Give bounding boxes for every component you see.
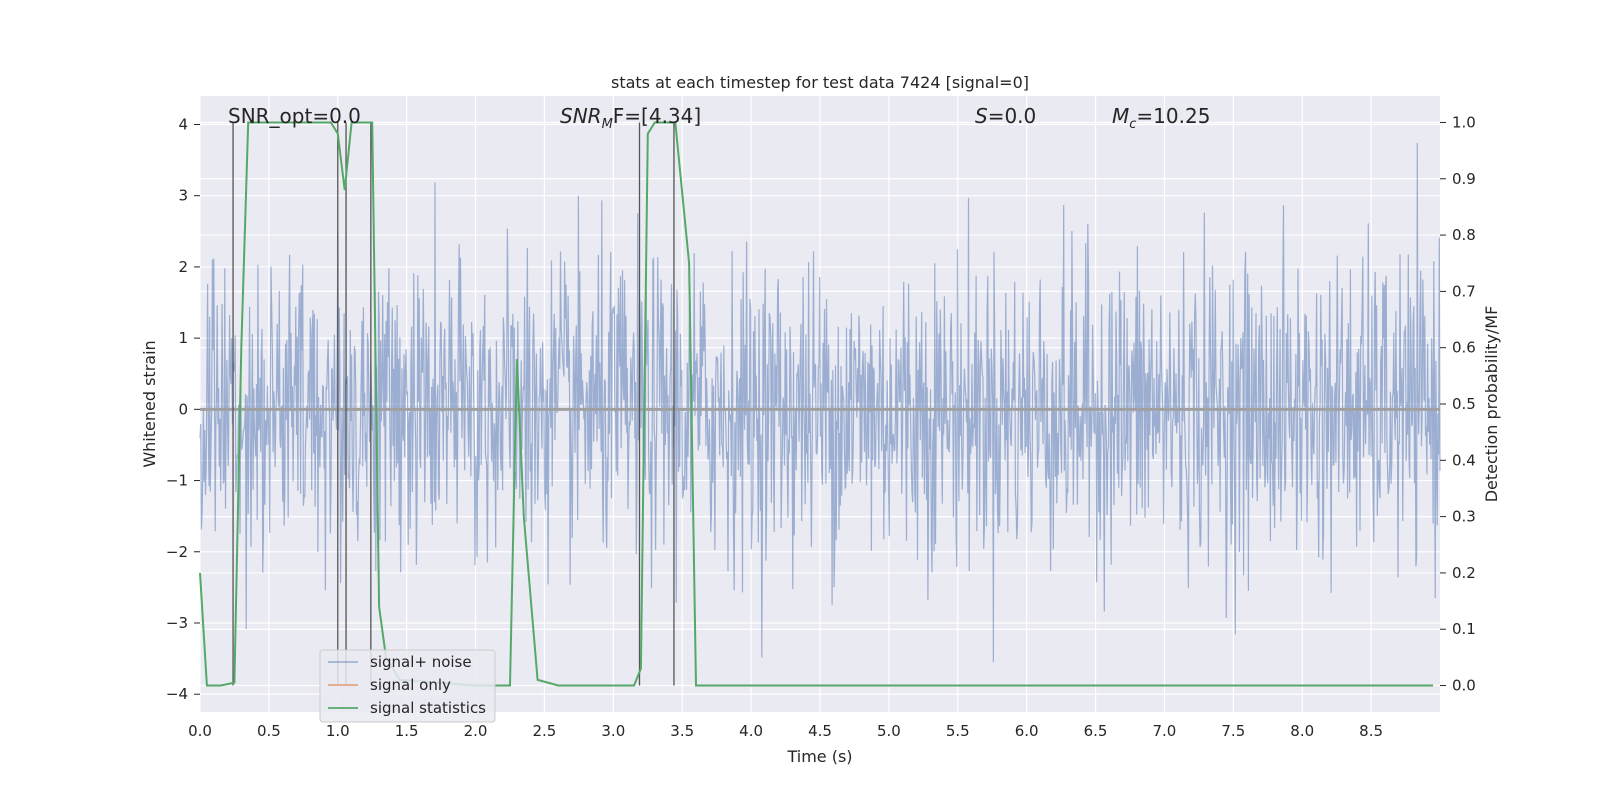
legend-box [319, 649, 496, 723]
series-signal-noise-line [199, 142, 1441, 663]
legend-label-signal-only: signal only [370, 676, 451, 694]
x-tick-label: 7.0 [1153, 722, 1177, 740]
x-tick-label: 4.0 [739, 722, 763, 740]
y-tick-label: 2 [178, 258, 188, 276]
annotation-s: S=0.0 [975, 104, 1036, 128]
y-axis-title: Whitened strain [140, 340, 159, 467]
y2-tick-label: 0.6 [1452, 339, 1476, 357]
y2-tick-label: 0.5 [1452, 395, 1476, 413]
annotation-snr-mf-tail: F=[4.34] [613, 104, 701, 128]
legend-label-signal-statistics: signal statistics [370, 699, 486, 717]
y2-tick-labels: 1.0 0.9 0.8 0.7 0.6 0.5 0.4 0.3 0.2 0.1 0.0 [1440, 113, 1476, 695]
x-tick-label: 0.5 [257, 722, 281, 740]
x-tick-label: 8.0 [1290, 722, 1314, 740]
y2-tick-label: 0.3 [1452, 508, 1476, 526]
legend-label-signal-noise: signal+ noise [370, 653, 472, 671]
y2-tick-label: 0.8 [1452, 226, 1476, 244]
y2-tick-label: 0.2 [1452, 564, 1476, 582]
y2-axis-title: Detection probability/MF [1482, 306, 1501, 503]
annotation-mc: Mc=10.25 [1112, 104, 1210, 132]
annotation-snr-mf-sub: M [602, 117, 613, 132]
x-tick-label: 0.0 [188, 722, 212, 740]
chart-title: stats at each timestep for test data 742… [611, 73, 1029, 92]
y-tick-label: 1 [178, 329, 188, 347]
x-tick-label: 2.0 [464, 722, 488, 740]
annotation-snr-opt: SNR_opt=0.0 [228, 104, 361, 128]
y-tick-label: −4 [166, 685, 188, 703]
legend: signal+ noise signal only signal statist… [319, 649, 496, 723]
x-tick-label: 1.0 [326, 722, 350, 740]
annotation-mc-value: =10.25 [1136, 104, 1210, 128]
y-tick-label: 0 [178, 400, 188, 418]
series-signal-statistics-line [199, 121, 1434, 687]
y-tick-label: −1 [166, 472, 188, 490]
marker-layer [232, 122, 675, 686]
y-tick-label: −2 [166, 543, 188, 561]
y2-tick-label: 0.9 [1452, 170, 1476, 188]
y2-tick-label: 0.4 [1452, 451, 1476, 469]
x-tick-label: 5.5 [946, 722, 970, 740]
x-tick-label: 1.5 [395, 722, 419, 740]
noise-layer [199, 142, 1441, 663]
annotation-snr-mf-main: SNR [560, 104, 602, 128]
y2-tick-label: 0.1 [1452, 620, 1476, 638]
y-tick-label: −3 [166, 614, 188, 632]
y2-tick-label: 1.0 [1452, 113, 1476, 131]
x-tick-label: 2.5 [533, 722, 557, 740]
stats-layer [199, 121, 1434, 687]
y-tick-labels: 4 3 2 1 0 −1 −2 −3 −4 [166, 115, 200, 703]
y2-tick-label: 0.7 [1452, 282, 1476, 300]
x-tick-label: 3.5 [670, 722, 694, 740]
x-tick-label: 3.0 [601, 722, 625, 740]
annotation-mc-main: M [1112, 104, 1129, 128]
x-tick-label: 6.5 [1084, 722, 1108, 740]
x-tick-label: 4.5 [808, 722, 832, 740]
x-axis-title: Time (s) [786, 747, 852, 766]
x-tick-labels: 0.0 0.5 1.0 1.5 2.0 2.5 3.0 3.5 4.0 4.5 5.0 5.5 6.0 6… [188, 722, 1383, 740]
annotation-mc-sub: c [1129, 117, 1136, 132]
x-tick-label: 5.0 [877, 722, 901, 740]
annotation-s-value: =0.0 [988, 104, 1037, 128]
y-tick-label: 3 [178, 187, 188, 205]
x-tick-label: 8.5 [1359, 722, 1383, 740]
y2-tick-label: 0.0 [1452, 677, 1476, 695]
annotation-snr-mf: SNRMF=[4.34] [560, 104, 701, 132]
y-tick-label: 4 [178, 115, 188, 133]
x-tick-label: 6.0 [1015, 722, 1039, 740]
x-tick-label: 7.5 [1221, 722, 1245, 740]
annotation-s-italic: S [975, 104, 988, 128]
